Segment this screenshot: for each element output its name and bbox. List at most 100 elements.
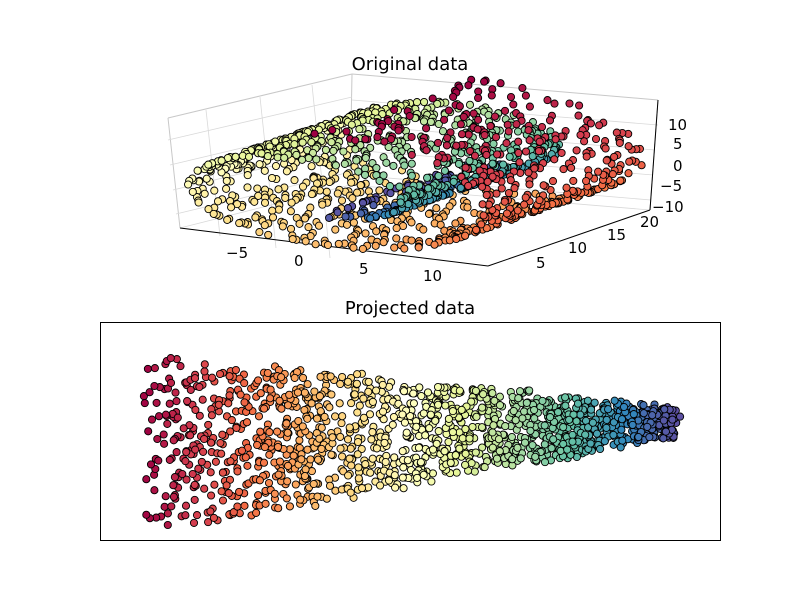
data-point xyxy=(280,153,289,162)
data-point xyxy=(446,458,455,467)
data-point xyxy=(406,411,415,421)
data-point xyxy=(582,176,591,186)
data-point xyxy=(396,198,405,207)
data-point xyxy=(182,447,191,457)
data-point xyxy=(226,427,235,436)
data-point xyxy=(427,477,436,486)
data-point xyxy=(260,221,269,230)
data-point xyxy=(540,458,550,467)
data-point xyxy=(405,111,414,121)
data-point xyxy=(595,121,604,130)
data-point xyxy=(471,448,480,457)
data-point xyxy=(263,152,272,161)
data-point xyxy=(423,173,432,182)
data-point xyxy=(287,198,296,207)
data-point xyxy=(470,151,480,160)
data-point xyxy=(344,471,353,480)
data-point xyxy=(191,405,200,414)
data-point xyxy=(395,182,404,191)
data-point xyxy=(353,188,362,197)
data-point xyxy=(340,159,349,168)
data-point xyxy=(390,243,399,252)
data-point xyxy=(176,362,185,371)
data-point xyxy=(423,388,433,397)
data-point xyxy=(354,167,363,176)
data-point xyxy=(428,94,437,103)
data-point xyxy=(572,146,581,155)
data-point xyxy=(480,463,489,472)
data-point xyxy=(561,393,570,402)
y-axis-line xyxy=(487,209,651,267)
data-point xyxy=(565,99,574,108)
data-point xyxy=(372,444,381,453)
data-point xyxy=(501,422,510,431)
data-point xyxy=(518,83,527,93)
data-point xyxy=(502,209,512,218)
data-point xyxy=(403,456,412,465)
data-point xyxy=(419,409,428,418)
data-point xyxy=(525,386,534,395)
data-point xyxy=(601,144,610,153)
data-point xyxy=(550,99,559,108)
data-point xyxy=(315,392,324,401)
data-point xyxy=(489,421,498,430)
data-point xyxy=(419,470,428,479)
data-point xyxy=(610,396,619,405)
data-point xyxy=(206,468,215,477)
data-point xyxy=(195,382,204,392)
data-point xyxy=(150,364,159,373)
data-point xyxy=(464,181,473,190)
data-point xyxy=(227,416,236,425)
data-point xyxy=(144,427,153,436)
data-point xyxy=(241,453,250,462)
data-point xyxy=(535,196,544,205)
data-point xyxy=(456,183,465,192)
data-point xyxy=(436,220,445,229)
data-point xyxy=(173,413,182,422)
data-point xyxy=(464,130,473,139)
data-point xyxy=(163,520,172,530)
data-point xyxy=(587,405,596,414)
data-point xyxy=(493,150,502,159)
data-point xyxy=(557,148,566,157)
data-point xyxy=(282,167,291,176)
data-point xyxy=(488,428,497,437)
y-tick-label: 15 xyxy=(607,226,626,244)
data-point xyxy=(509,406,518,416)
data-point xyxy=(433,159,442,168)
data-point xyxy=(197,457,206,466)
data-point xyxy=(398,447,407,456)
data-point xyxy=(364,377,373,386)
data-point xyxy=(254,191,263,200)
data-point xyxy=(502,139,511,148)
data-point xyxy=(338,412,347,421)
data-point xyxy=(342,220,352,229)
data-point xyxy=(461,163,470,172)
data-point xyxy=(261,499,270,508)
data-point xyxy=(508,455,517,464)
data-point xyxy=(366,214,375,223)
x-tick-label: 0 xyxy=(294,252,304,270)
data-point xyxy=(506,176,515,185)
data-point xyxy=(331,412,340,421)
data-point xyxy=(353,437,363,447)
data-point xyxy=(356,181,365,190)
data-point xyxy=(487,91,496,100)
data-point xyxy=(398,410,407,419)
data-point xyxy=(333,208,342,217)
data-point xyxy=(389,208,398,217)
data-point xyxy=(482,224,491,233)
data-point xyxy=(336,379,345,389)
data-point xyxy=(288,235,297,244)
data-point xyxy=(444,106,453,115)
data-point xyxy=(568,437,577,446)
data-point xyxy=(277,373,286,382)
data-point xyxy=(659,434,668,443)
data-point xyxy=(407,171,416,180)
data-point xyxy=(602,423,611,432)
data-point xyxy=(497,184,506,193)
data-point xyxy=(520,407,529,416)
data-point xyxy=(191,445,200,454)
data-point xyxy=(531,452,540,461)
